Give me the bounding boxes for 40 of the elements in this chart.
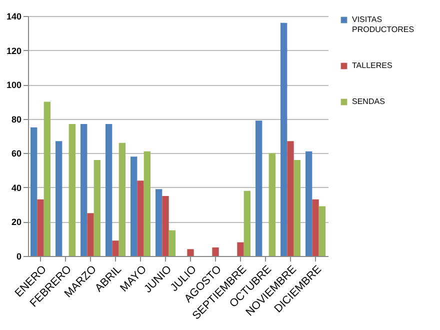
bar — [280, 22, 288, 256]
bar — [294, 160, 300, 256]
bar — [156, 189, 162, 256]
y-tick-label: 0 — [16, 252, 22, 262]
bar — [187, 249, 194, 256]
bar — [318, 206, 326, 256]
bar — [237, 242, 244, 256]
bar — [80, 124, 88, 256]
bar — [312, 199, 319, 256]
bar — [162, 196, 169, 256]
legend-label: TALLERES — [352, 61, 392, 70]
bar — [106, 124, 112, 256]
y-tick-label: 120 — [6, 46, 22, 56]
bar — [256, 120, 262, 256]
y-tick-label: 40 — [11, 182, 22, 193]
bar — [94, 160, 100, 256]
bar — [287, 141, 294, 256]
bar — [44, 102, 50, 256]
legend-label: VISITAS PRODUCTORES — [352, 15, 414, 34]
bar — [56, 141, 62, 256]
bar — [212, 247, 219, 256]
y-tick-label: 60 — [11, 148, 22, 159]
bar — [68, 124, 76, 256]
bar — [244, 190, 250, 256]
bar — [87, 213, 94, 256]
y-tick-label: 140 — [6, 12, 22, 22]
bar — [118, 142, 126, 256]
bar — [137, 180, 144, 256]
bar — [37, 199, 44, 256]
y-tick-label: 100 — [6, 80, 22, 90]
bar — [130, 156, 138, 256]
bar — [168, 230, 176, 256]
bar — [144, 151, 150, 256]
y-tick-label: 20 — [11, 217, 22, 228]
bar — [112, 240, 119, 256]
bar — [268, 153, 276, 256]
bar — [30, 127, 38, 256]
y-tick-label: 80 — [11, 114, 22, 124]
bar — [306, 151, 312, 256]
legend-label: SENDAS — [352, 97, 385, 106]
